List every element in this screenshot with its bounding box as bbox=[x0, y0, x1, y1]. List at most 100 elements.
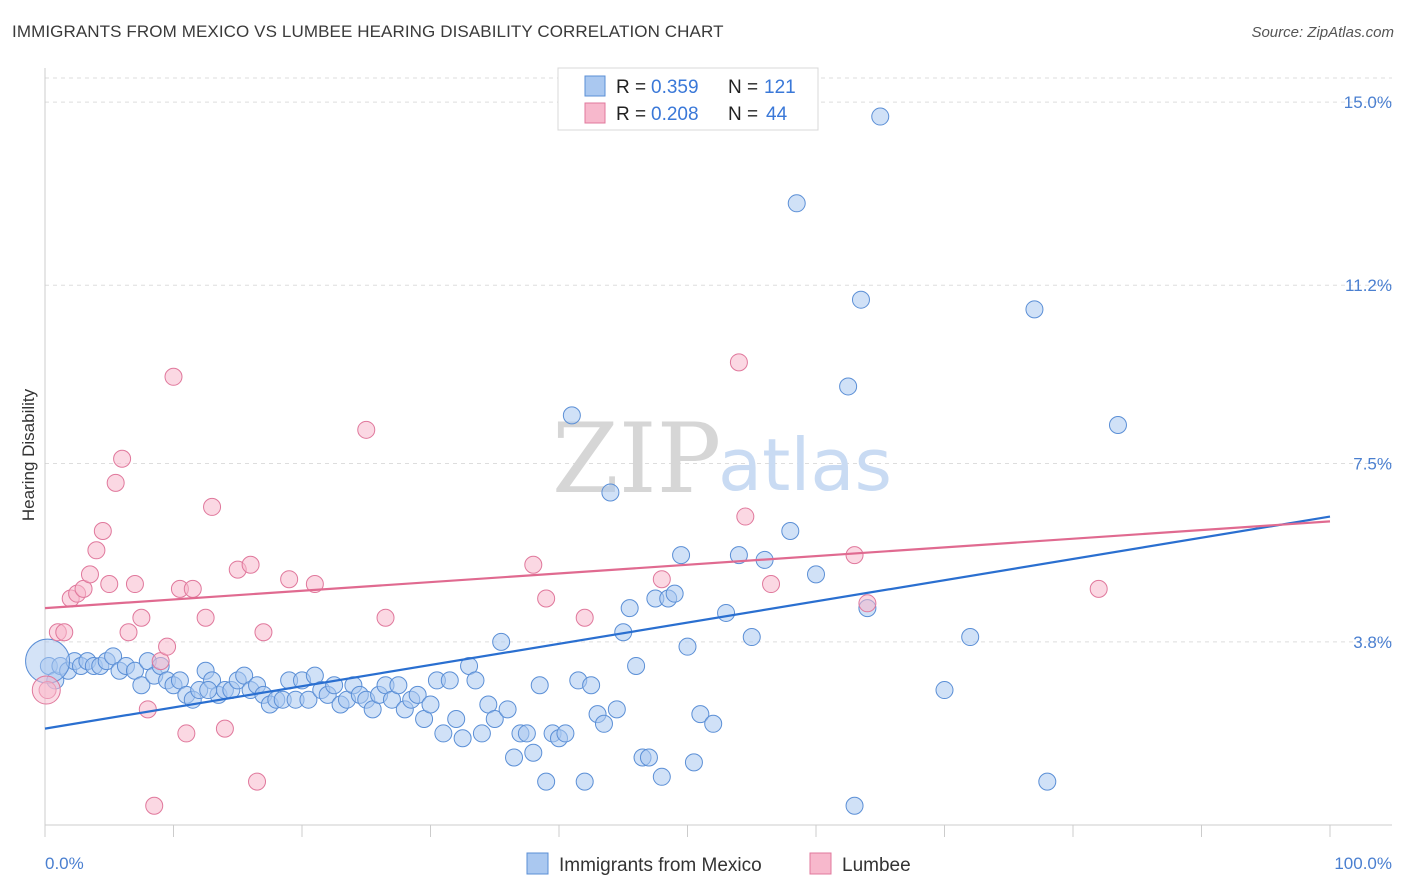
y-axis-label: Hearing Disability bbox=[19, 388, 38, 521]
mexico-point-91 bbox=[627, 656, 646, 675]
legend-n-value-2: 44 bbox=[766, 104, 788, 125]
mexico-point-93 bbox=[639, 748, 658, 767]
lumbee-point-37 bbox=[652, 570, 671, 589]
mexico-point-103 bbox=[717, 603, 736, 622]
mexico-point-69 bbox=[485, 709, 504, 728]
x-tick-labels: 0.0% 100.0% bbox=[45, 854, 1392, 873]
lumbee-point-14 bbox=[132, 608, 151, 627]
y-tick-label-1: 7.5% bbox=[1353, 455, 1392, 474]
series-legend-swatch-blue bbox=[526, 852, 549, 875]
lumbee-point-2 bbox=[55, 623, 74, 642]
series-legend-label-pink: Lumbee bbox=[842, 855, 911, 876]
lumbee-point-11 bbox=[113, 449, 132, 468]
lumbee-point-19 bbox=[164, 367, 183, 386]
mexico-point-95 bbox=[652, 767, 671, 786]
mexico-point-112 bbox=[851, 290, 870, 309]
series-immigrants-from-mexico bbox=[25, 107, 1127, 815]
lumbee-point-33 bbox=[376, 608, 395, 627]
lumbee-point-9 bbox=[100, 575, 119, 594]
lumbee-point-22 bbox=[183, 579, 202, 598]
mexico-point-62 bbox=[440, 671, 459, 690]
mexico-point-64 bbox=[453, 729, 472, 748]
lumbee-point-36 bbox=[575, 608, 594, 627]
lumbee-point-39 bbox=[736, 507, 755, 526]
legend-n-label-1: N = bbox=[728, 77, 758, 98]
series-lumbee bbox=[31, 353, 1108, 815]
mexico-point-99 bbox=[678, 637, 697, 656]
mexico-point-71 bbox=[498, 700, 517, 719]
x-tick-label-min: 0.0% bbox=[45, 854, 84, 873]
lumbee-point-13 bbox=[125, 575, 144, 594]
mexico-point-97 bbox=[665, 584, 684, 603]
trend-lines bbox=[44, 515, 1331, 730]
mexico-point-101 bbox=[691, 705, 710, 724]
legend-n-value-1: 121 bbox=[764, 77, 796, 98]
mexico-point-116 bbox=[1025, 300, 1044, 319]
mexico-point-81 bbox=[562, 406, 581, 425]
lumbee-point-7 bbox=[87, 541, 106, 560]
lumbee-point-23 bbox=[196, 608, 215, 627]
lumbee-point-35 bbox=[537, 589, 556, 608]
lumbee-point-8 bbox=[93, 522, 112, 541]
mexico-point-83 bbox=[575, 772, 594, 791]
mexico-point-61 bbox=[434, 724, 453, 743]
lumbee-point-42 bbox=[858, 594, 877, 613]
lumbee-point-34 bbox=[524, 555, 543, 574]
mexico-point-118 bbox=[1108, 415, 1127, 434]
mexico-point-67 bbox=[472, 724, 491, 743]
mexico-point-74 bbox=[517, 724, 536, 743]
lumbee-point-30 bbox=[280, 570, 299, 589]
mexico-point-14 bbox=[132, 676, 151, 695]
mexico-point-98 bbox=[672, 546, 691, 565]
lumbee-point-31 bbox=[305, 575, 324, 594]
mexico-point-117 bbox=[1038, 772, 1057, 791]
mexico-point-115 bbox=[935, 681, 954, 700]
mexico-point-54 bbox=[389, 676, 408, 695]
lumbee-point-29 bbox=[254, 623, 273, 642]
lumbee-point-43 bbox=[1089, 579, 1108, 598]
mexico-point-63 bbox=[447, 709, 466, 728]
mexico-point-100 bbox=[684, 753, 703, 772]
mexico-point-75 bbox=[524, 743, 543, 762]
series-legend: Immigrants from Mexico Lumbee bbox=[526, 852, 911, 876]
mexico-point-108 bbox=[787, 194, 806, 213]
lumbee-point-16 bbox=[145, 796, 164, 815]
mexico-point-84 bbox=[582, 676, 601, 695]
mexico-point-105 bbox=[742, 628, 761, 647]
mexico-point-109 bbox=[807, 565, 825, 584]
mexico-point-104 bbox=[729, 546, 748, 565]
x-tick-label-max: 100.0% bbox=[1334, 854, 1392, 873]
y-tick-label-3: 15.0% bbox=[1344, 93, 1392, 112]
mexico-point-110 bbox=[839, 377, 858, 396]
watermark: ZIP atlas bbox=[552, 403, 892, 515]
legend-n-label-2: N = bbox=[728, 104, 758, 125]
mexico-point-87 bbox=[601, 483, 620, 502]
mexico-point-40 bbox=[299, 690, 318, 709]
lumbee-point-18 bbox=[158, 637, 177, 656]
lumbee-point-40 bbox=[762, 575, 781, 594]
y-tick-label-2: 11.2% bbox=[1345, 276, 1392, 295]
mexico-point-111 bbox=[845, 796, 864, 815]
mexico-trend-line bbox=[44, 515, 1331, 730]
mexico-point-70 bbox=[492, 632, 511, 651]
mexico-point-107 bbox=[781, 522, 800, 541]
mexico-point-90 bbox=[620, 599, 639, 618]
mexico-point-102 bbox=[704, 714, 723, 733]
lumbee-point-21 bbox=[177, 724, 196, 743]
mexico-point-119 bbox=[961, 628, 980, 647]
lumbee-point-41 bbox=[845, 546, 864, 565]
mexico-point-76 bbox=[530, 676, 549, 695]
chart-title: IMMIGRANTS FROM MEXICO VS LUMBEE HEARING… bbox=[12, 22, 724, 41]
legend-r-label-1: R = bbox=[616, 77, 646, 98]
mexico-point-120 bbox=[199, 681, 218, 700]
watermark-zip: ZIP bbox=[552, 403, 721, 515]
lumbee-point-15 bbox=[138, 700, 157, 719]
mexico-point-86 bbox=[594, 714, 613, 733]
lumbee-point-24 bbox=[203, 497, 222, 516]
lumbee-point-25 bbox=[215, 719, 234, 738]
lumbee-point-large bbox=[31, 675, 61, 705]
mexico-point-88 bbox=[607, 700, 626, 719]
chart-source: Source: ZipAtlas.com bbox=[1251, 24, 1394, 41]
legend-swatch-pink bbox=[584, 102, 606, 124]
